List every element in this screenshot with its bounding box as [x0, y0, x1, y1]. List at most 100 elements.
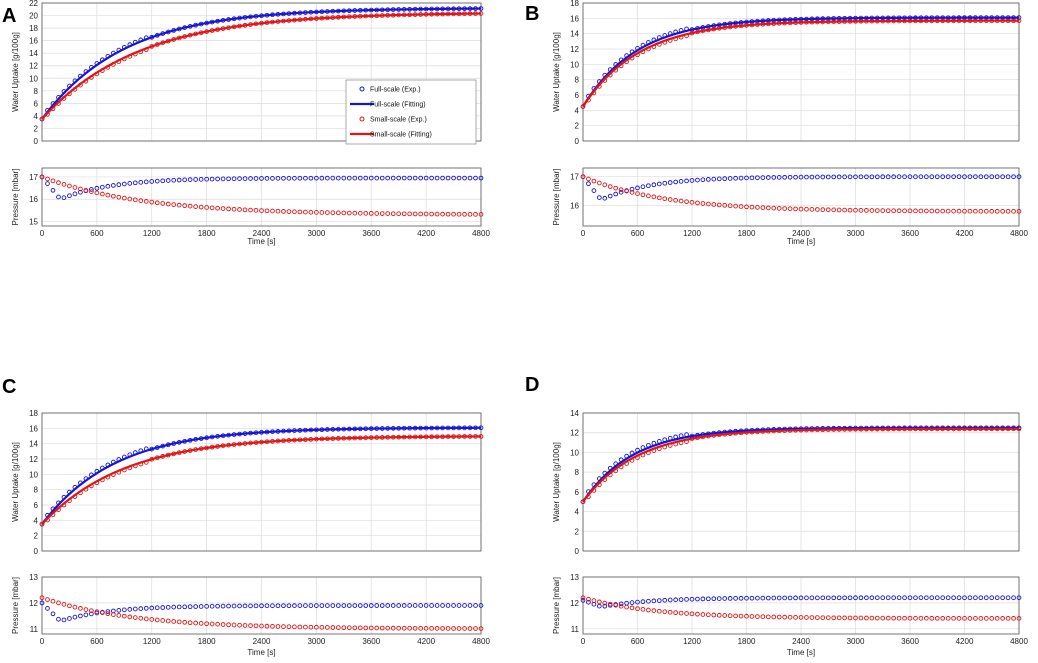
small-scale-pressure-point	[45, 597, 50, 602]
small-scale-pressure-point	[319, 210, 325, 215]
full-scale-pressure-point	[335, 603, 341, 608]
small-scale-pressure-point	[787, 614, 793, 620]
small-scale-pressure-point	[956, 615, 962, 621]
full-scale-pressure-point	[440, 603, 445, 608]
small-scale-pressure-point	[390, 211, 396, 217]
full-scale-pressure-point	[940, 595, 946, 601]
small-scale-pressure-point	[226, 622, 231, 628]
small-scale-pressure-point	[738, 204, 744, 209]
small-scale-pressure-point	[727, 203, 733, 209]
full-scale-pressure-point	[814, 595, 820, 601]
full-scale-pressure-point	[994, 174, 1000, 180]
pressure-y-tick-label: 16	[570, 202, 579, 211]
small-scale-pressure-point	[209, 621, 215, 627]
small-scale-pressure-point	[765, 614, 771, 620]
full-scale-pressure-point	[684, 178, 689, 184]
small-scale-pressure-point	[934, 208, 940, 214]
small-scale-pressure-point	[467, 626, 473, 631]
panel-c-pressure-series	[39, 595, 484, 631]
full-scale-pressure-point	[308, 603, 314, 608]
small-scale-pressure-point	[45, 176, 50, 182]
small-scale-pressure-point	[864, 208, 869, 213]
panel-d-uptake-axes: 0 2 4 6 8 10 12 14 Water Uptake [g/100g]	[552, 409, 1020, 556]
small-scale-pressure-point	[67, 603, 72, 609]
small-scale-pressure-point	[951, 615, 956, 621]
full-scale-pressure-point	[771, 595, 777, 601]
small-scale-pressure-point	[237, 622, 242, 628]
full-scale-pressure-point	[695, 596, 700, 602]
panel-a-pressure-series	[39, 174, 484, 217]
uptake-y-tick-label: 12	[29, 455, 38, 464]
full-scale-pressure-point	[744, 175, 749, 181]
small-scale-pressure-point	[613, 185, 619, 191]
full-scale-pressure-point	[374, 175, 380, 181]
uptake-y-axis-label: Water Uptake [g/100g]	[552, 32, 561, 112]
small-scale-pressure-point	[330, 210, 336, 216]
small-scale-pressure-point	[418, 211, 423, 217]
full-scale-pressure-point	[847, 174, 853, 180]
full-scale-pressure-point	[640, 599, 646, 605]
small-scale-pressure-point	[716, 612, 722, 618]
full-scale-pressure-point	[923, 595, 929, 601]
small-scale-pressure-point	[596, 599, 602, 605]
pressure-y-axis-label: Pressure [mbar]	[11, 577, 20, 634]
small-scale-pressure-point	[738, 613, 744, 619]
small-scale-pressure-point	[418, 625, 423, 631]
full-scale-pressure-point	[765, 595, 771, 601]
small-scale-pressure-point	[330, 625, 336, 630]
full-scale-pressure-point	[396, 175, 402, 181]
small-scale-pressure-point	[765, 205, 771, 211]
small-scale-pressure-point	[814, 207, 820, 212]
panel-b-uptake-series	[580, 15, 1022, 109]
full-scale-pressure-point	[602, 195, 608, 201]
full-scale-pressure-point	[83, 612, 89, 618]
full-scale-pressure-point	[374, 603, 380, 608]
full-scale-pressure-point	[651, 182, 657, 188]
full-scale-pressure-point	[825, 595, 831, 601]
small-scale-pressure-point	[836, 207, 842, 213]
small-scale-pressure-point	[733, 203, 738, 209]
small-scale-pressure-point	[286, 624, 292, 630]
small-scale-pressure-point	[341, 210, 347, 216]
full-scale-pressure-point	[434, 175, 440, 181]
small-scale-pressure-point	[913, 208, 918, 214]
pressure-y-tick-label: 13	[29, 573, 38, 582]
full-scale-pressure-point	[330, 175, 336, 181]
small-scale-pressure-point	[390, 625, 396, 631]
small-scale-pressure-point	[656, 608, 662, 614]
full-scale-pressure-point	[242, 176, 248, 181]
small-scale-pressure-point	[591, 178, 597, 184]
full-scale-pressure-point	[695, 177, 700, 183]
full-scale-pressure-point	[242, 603, 248, 609]
small-scale-pressure-point	[662, 196, 668, 202]
small-scale-pressure-point	[667, 609, 673, 615]
full-scale-pressure-point	[765, 175, 771, 180]
full-scale-pressure-point	[689, 596, 695, 602]
small-scale-pressure-point	[286, 209, 292, 214]
small-scale-pressure-point	[629, 605, 635, 611]
full-scale-pressure-point	[842, 595, 847, 601]
small-scale-pressure-point	[782, 206, 787, 211]
small-scale-pressure-point	[722, 613, 728, 618]
full-scale-pressure-point	[121, 607, 127, 613]
pressure-x-tick-label: 4800	[1010, 637, 1028, 646]
small-scale-pressure-point	[596, 180, 602, 186]
full-scale-pressure-point	[667, 597, 673, 603]
small-scale-pressure-point	[885, 615, 891, 621]
small-scale-pressure-point	[940, 615, 946, 621]
small-scale-pressure-point	[640, 607, 646, 612]
full-scale-pressure-point	[618, 601, 624, 607]
full-scale-pressure-point	[656, 181, 662, 187]
pressure-plot-frame	[582, 167, 1020, 227]
full-scale-pressure-point	[445, 603, 451, 608]
small-scale-pressure-point	[831, 207, 837, 213]
full-scale-pressure-point	[308, 175, 314, 181]
full-scale-pressure-point	[787, 174, 793, 180]
x-axis-label: Time [s]	[247, 648, 275, 657]
x-axis-label: Time [s]	[787, 237, 815, 246]
full-scale-pressure-point	[138, 606, 144, 611]
small-scale-pressure-point	[187, 203, 193, 209]
full-scale-pressure-point	[451, 603, 456, 608]
small-scale-pressure-point	[618, 187, 624, 193]
small-scale-pressure-point	[253, 207, 259, 213]
